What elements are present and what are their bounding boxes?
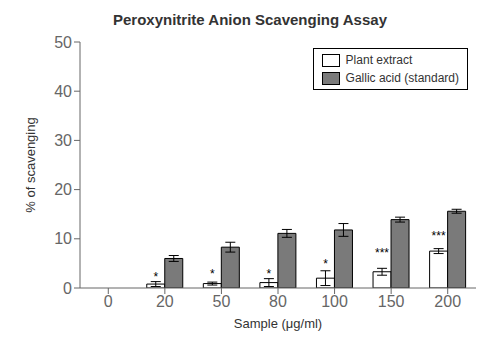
svg-text:50: 50 bbox=[54, 34, 72, 51]
svg-text:10: 10 bbox=[54, 230, 72, 247]
svg-text:*: * bbox=[323, 257, 328, 271]
svg-text:Sample (μg/ml): Sample (μg/ml) bbox=[234, 316, 322, 331]
svg-text:200: 200 bbox=[434, 293, 461, 310]
svg-text:100: 100 bbox=[321, 293, 348, 310]
svg-text:***: *** bbox=[432, 229, 446, 243]
svg-text:20: 20 bbox=[54, 181, 72, 198]
svg-text:0: 0 bbox=[63, 280, 72, 297]
html-text:Plant extract: Plant extract bbox=[345, 53, 413, 67]
svg-text:30: 30 bbox=[54, 132, 72, 149]
svg-text:0: 0 bbox=[104, 293, 113, 310]
svg-text:*: * bbox=[153, 270, 158, 284]
svg-text:*: * bbox=[267, 267, 272, 281]
svg-text:***: *** bbox=[375, 246, 389, 260]
svg-text:150: 150 bbox=[378, 293, 405, 310]
svg-text:20: 20 bbox=[156, 293, 174, 310]
html-text:Gallic acid (standard): Gallic acid (standard) bbox=[345, 71, 459, 85]
svg-text:80: 80 bbox=[269, 293, 287, 310]
html-text:Peroxynitrite Anion Scavenging: Peroxynitrite Anion Scavenging Assay bbox=[113, 11, 387, 28]
svg-text:*: * bbox=[210, 267, 215, 281]
svg-text:% of scavenging: % of scavenging bbox=[23, 117, 38, 212]
svg-text:50: 50 bbox=[213, 293, 231, 310]
svg-text:40: 40 bbox=[54, 83, 72, 100]
